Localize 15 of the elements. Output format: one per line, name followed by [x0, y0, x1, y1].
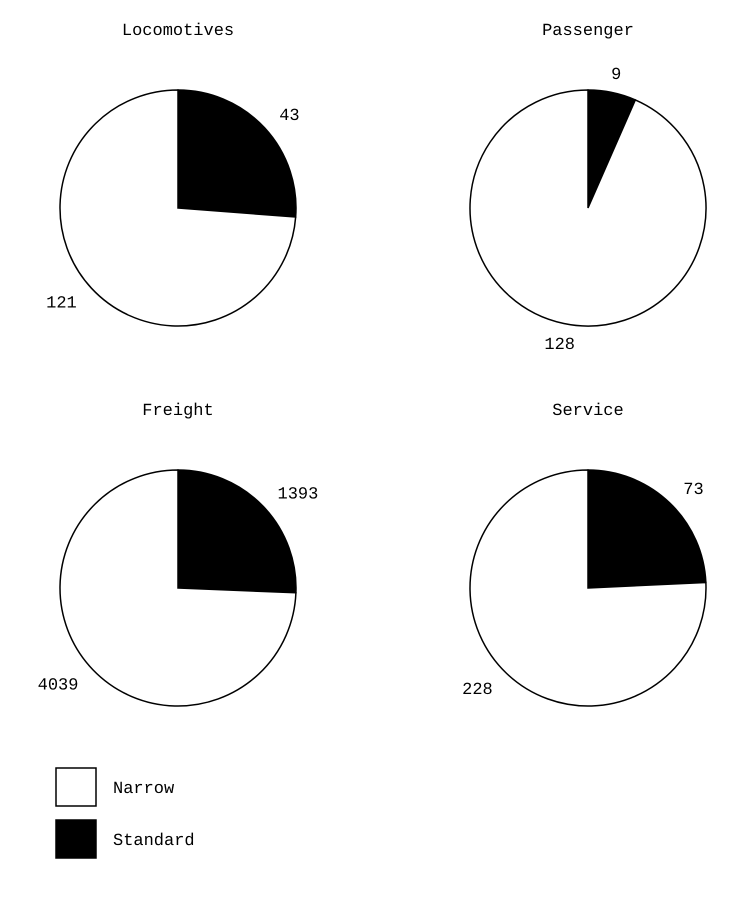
- chart-title: Freight: [142, 402, 214, 421]
- legend-label: Narrow: [113, 780, 176, 799]
- data-label: 128: [544, 336, 576, 356]
- chart-title: Service: [552, 402, 624, 421]
- data-label: 73: [683, 481, 704, 500]
- pie-slice: [469, 89, 707, 327]
- data-label: 9: [611, 66, 622, 85]
- data-label: 228: [462, 680, 493, 700]
- data-label: 4039: [38, 676, 78, 696]
- chart-title: Locomotives: [122, 22, 234, 41]
- legend-label: Standard: [113, 832, 195, 851]
- data-label: 1393: [278, 485, 318, 504]
- data-label: 121: [46, 294, 77, 314]
- chart-title: Passenger: [542, 22, 634, 41]
- data-label: 43: [279, 107, 300, 126]
